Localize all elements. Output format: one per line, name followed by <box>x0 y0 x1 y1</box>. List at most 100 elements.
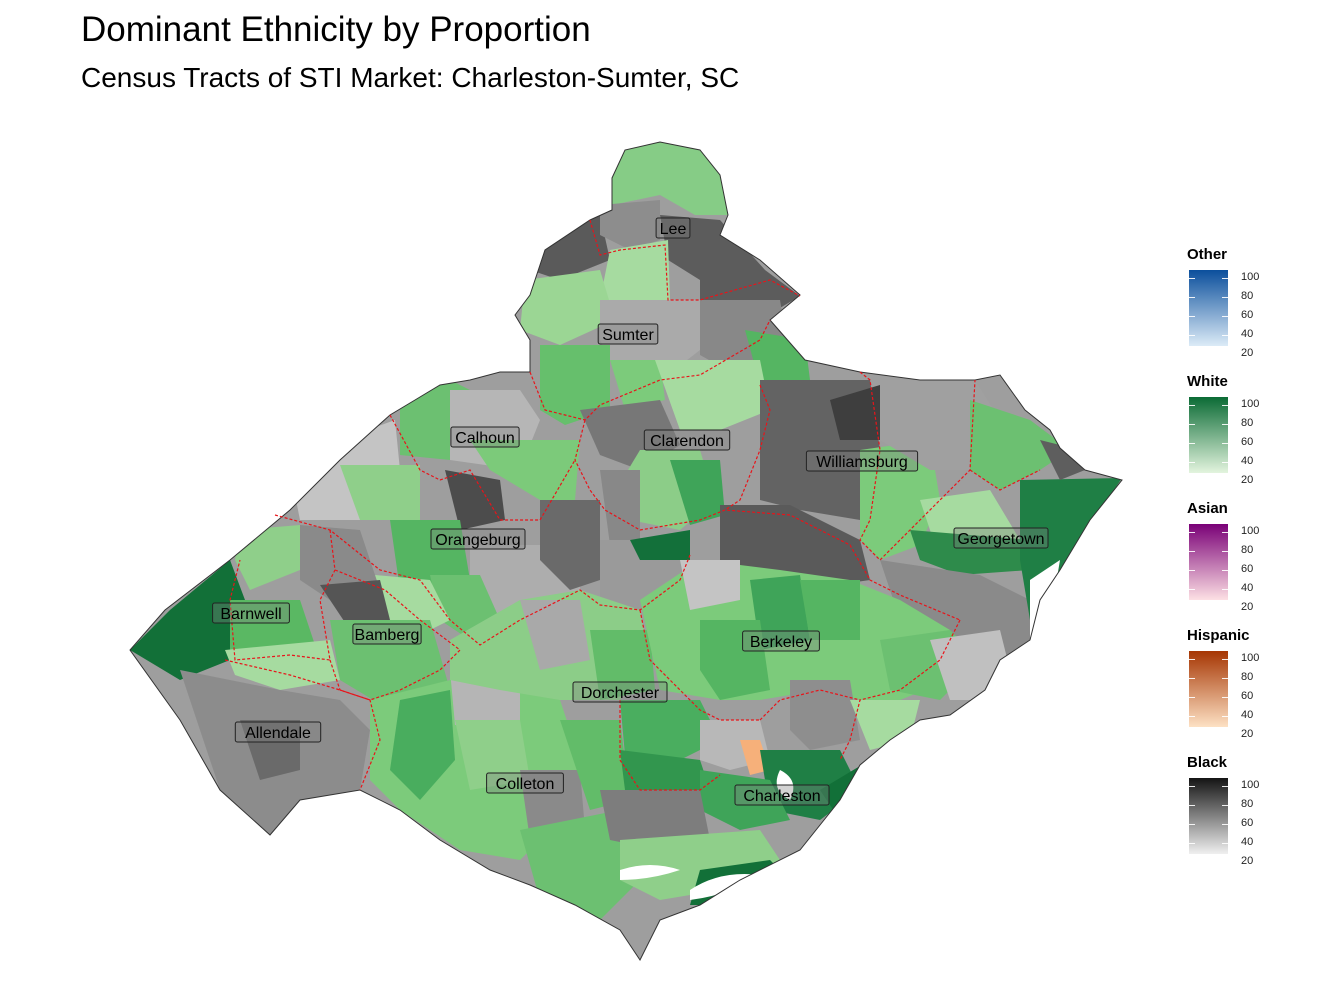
legend-tick-mark <box>1189 678 1195 679</box>
tract <box>540 345 610 425</box>
legend-tick-mark <box>1222 278 1228 279</box>
legend-tick-mark <box>1189 532 1195 533</box>
county-label-clarendon: Clarendon <box>643 429 731 451</box>
tract <box>620 750 710 795</box>
county-name: Clarendon <box>650 433 724 450</box>
legend-tick-label: 100 <box>1241 779 1260 791</box>
legend-tick-mark <box>1222 862 1228 863</box>
county-label-orangeburg: Orangeburg <box>430 528 526 550</box>
legend-tick-label: 40 <box>1241 455 1254 467</box>
county-name: Sumter <box>602 327 654 344</box>
county-label-williamsburg: Williamsburg <box>805 450 919 472</box>
county-label-box <box>655 217 691 239</box>
legend-tick-mark <box>1189 862 1195 863</box>
legend-tick-mark <box>1189 786 1195 787</box>
legend-tick-mark <box>1222 405 1228 406</box>
county-label-box <box>450 426 520 448</box>
legend-tick-mark <box>1189 405 1195 406</box>
water-channel <box>620 865 680 880</box>
water-channel <box>690 874 760 900</box>
county-boundaries <box>224 219 1041 791</box>
map-title: Dominant Ethnicity by Proportion <box>81 10 591 49</box>
legend-tick-mark <box>1222 297 1228 298</box>
tract <box>612 142 730 215</box>
legend-tick-mark <box>1189 824 1195 825</box>
tract <box>390 520 470 590</box>
map-subtitle: Census Tracts of STI Market: Charleston-… <box>81 62 740 93</box>
tract <box>800 580 860 640</box>
tract <box>970 400 1070 490</box>
legend-tick-label: 20 <box>1241 855 1254 867</box>
legend-tick-mark <box>1222 551 1228 552</box>
county-name: Georgetown <box>957 531 1044 548</box>
legend-tick-label: 40 <box>1241 709 1254 721</box>
legend-colorbar <box>1189 524 1228 600</box>
county-boundary <box>529 319 771 421</box>
legend-tick-label: 80 <box>1241 290 1254 302</box>
tract <box>630 530 690 560</box>
county-label-box <box>572 681 668 703</box>
legend-title: Asian <box>1187 500 1228 517</box>
tract <box>610 360 665 410</box>
county-label-calhoun: Calhoun <box>450 426 520 448</box>
county-boundary <box>969 469 1041 491</box>
tract <box>520 270 615 345</box>
county-label-georgetown: Georgetown <box>953 527 1049 549</box>
legend-tick-mark <box>1222 481 1228 482</box>
legend-tick-mark <box>1189 335 1195 336</box>
water-channel <box>1030 560 1060 640</box>
tract <box>620 700 720 760</box>
legend-tick-mark <box>1222 805 1228 806</box>
legend-tick-mark <box>1222 659 1228 660</box>
legend-tick-mark <box>1189 278 1195 279</box>
legend-tick-mark <box>1222 570 1228 571</box>
legend-title: Black <box>1187 754 1228 771</box>
county-boundary <box>619 700 721 791</box>
tract <box>445 470 505 530</box>
legend-tick-mark <box>1189 659 1195 660</box>
legend-tick-mark <box>1222 786 1228 787</box>
tract <box>225 640 340 690</box>
county-name: Allendale <box>245 725 311 742</box>
county-name: Orangeburg <box>435 532 520 549</box>
county-boundary <box>274 514 691 646</box>
county-label-box <box>805 450 919 472</box>
county-name: Williamsburg <box>816 454 908 471</box>
county-label-barnwell: Barnwell <box>212 602 290 624</box>
legend-tick-mark <box>1222 424 1228 425</box>
county-boundary <box>839 619 961 761</box>
legend-tick-label: 40 <box>1241 328 1254 340</box>
legend-tick-mark <box>1189 570 1195 571</box>
legend-title: Hispanic <box>1187 627 1250 644</box>
county-label-box <box>734 784 830 806</box>
legend-tick-mark <box>1189 589 1195 590</box>
county-label-lee: Lee <box>655 217 691 239</box>
legend-black: Black 100 80 60 40 20 <box>1187 754 1277 874</box>
legend-hispanic: Hispanic 100 80 60 40 20 <box>1187 627 1277 747</box>
legend-tick-mark <box>1189 735 1195 736</box>
legend-tick-label: 80 <box>1241 798 1254 810</box>
legend-tick-mark <box>1189 551 1195 552</box>
legend-colorbar <box>1189 651 1228 727</box>
county-boundary <box>859 371 976 561</box>
county-label-bamberg: Bamberg <box>352 623 422 645</box>
legend-asian: Asian 100 80 60 40 20 <box>1187 500 1277 620</box>
county-label-sumter: Sumter <box>597 323 659 345</box>
legend-colorbar <box>1189 397 1228 473</box>
tract <box>470 440 580 500</box>
county-label-box <box>430 528 526 550</box>
county-name: Bamberg <box>355 627 420 644</box>
legend-white: White 100 80 60 40 20 <box>1187 373 1277 493</box>
tract <box>790 680 860 750</box>
legend-tick-mark <box>1189 443 1195 444</box>
county-boundary <box>574 419 961 621</box>
tract <box>600 200 660 250</box>
legend-tick-mark <box>1222 532 1228 533</box>
legend-tick-label: 80 <box>1241 671 1254 683</box>
tract <box>910 530 1030 575</box>
legend-tick-mark <box>1189 462 1195 463</box>
tract <box>600 790 710 850</box>
legend-tick-mark <box>1222 608 1228 609</box>
county-boundary <box>589 219 801 301</box>
